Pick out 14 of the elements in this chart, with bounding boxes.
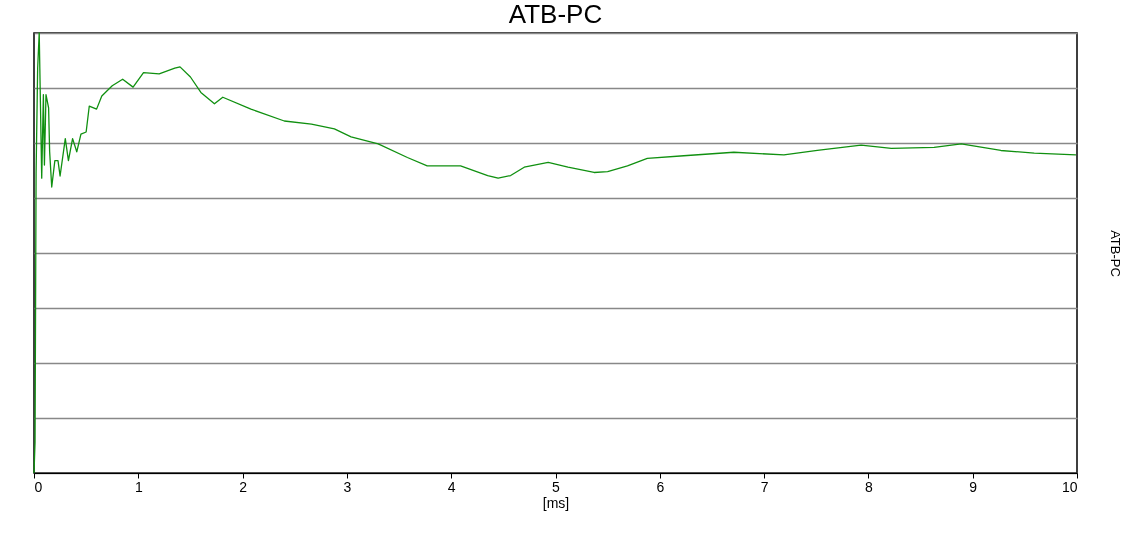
x-tick-label: 4 (447, 478, 456, 495)
x-tick-label: 10 (1061, 478, 1078, 495)
x-tick-label: 3 (343, 478, 352, 495)
x-tick-label: 5 (552, 478, 561, 495)
x-axis-title: [ms] (542, 494, 570, 511)
x-tick-label: 2 (239, 478, 248, 495)
x-tick-label: 8 (865, 478, 873, 495)
x-tick-label: 1 (134, 478, 143, 495)
x-tick-label: 9 (969, 478, 978, 495)
x-tick-label: 6 (656, 478, 665, 495)
chart-title: ATB-PC (508, 0, 603, 30)
x-tick-label: 0 (34, 478, 43, 495)
x-tick-label: 7 (760, 478, 769, 495)
y-axis-title: ATB-PC (1107, 230, 1123, 277)
